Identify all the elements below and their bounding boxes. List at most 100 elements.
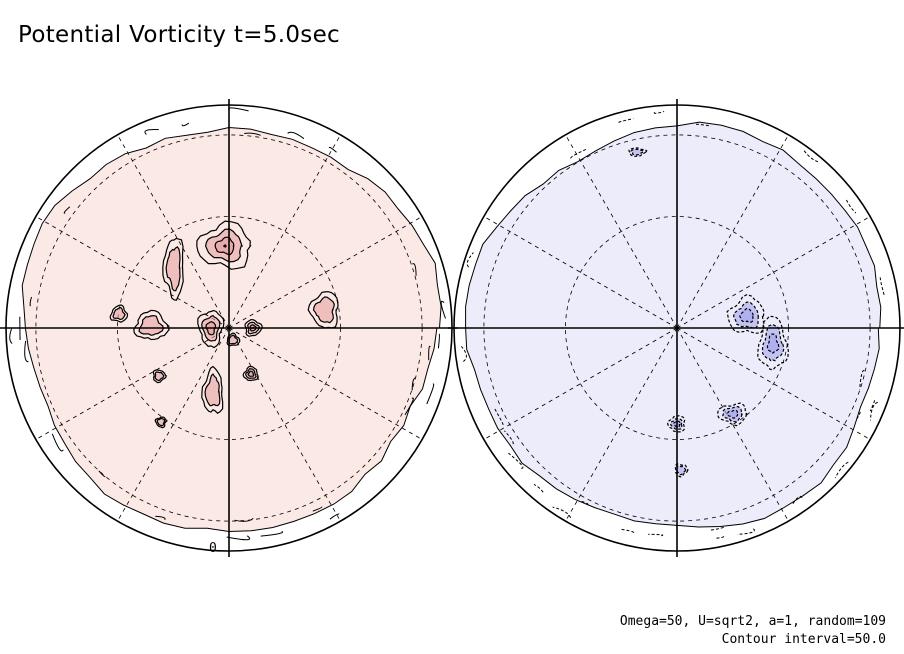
edge-filament	[328, 146, 337, 153]
meridian-240	[117, 134, 230, 329]
edge-filament	[181, 122, 190, 127]
meridian-330	[228, 216, 423, 329]
contour-feature	[739, 307, 754, 324]
panel-northern-hemisphere: 0	[0, 99, 458, 557]
contour-feature	[757, 315, 789, 371]
panel-southern-hemisphere	[448, 99, 904, 557]
edge-filament	[404, 397, 414, 416]
contour-feature	[156, 417, 166, 427]
edge-filament	[226, 535, 251, 541]
contour-feature	[766, 333, 780, 354]
edge-filament	[859, 369, 865, 390]
contour-feature	[226, 332, 241, 347]
chart-title: Potential Vorticity t=5.0sec	[18, 22, 340, 48]
edge-filament	[426, 383, 435, 405]
meridian-210	[35, 216, 230, 329]
meridian-150	[483, 327, 678, 440]
meridian-150	[35, 327, 230, 440]
meridian-30	[676, 327, 871, 440]
edge-filament	[533, 483, 544, 493]
edge-filament	[570, 148, 588, 159]
parameters-annotation: Omega=50, U=sqrt2, a=1, random=109	[619, 614, 886, 629]
shaded-region-negative	[465, 121, 882, 528]
contour-feature	[197, 309, 225, 349]
meridian-240	[565, 134, 678, 329]
edge-filament	[695, 123, 712, 127]
edge-filament	[493, 407, 504, 426]
contour-feature	[138, 314, 164, 336]
contour-feature	[726, 293, 765, 334]
edge-filament	[619, 528, 635, 534]
edge-filament	[618, 118, 634, 123]
edge-filament	[648, 533, 664, 537]
edge-filament	[98, 470, 106, 478]
edge-filament	[846, 199, 857, 214]
meridian-30	[228, 327, 423, 440]
edge-filament	[63, 206, 71, 214]
contour-feature	[152, 369, 168, 384]
contour-feature	[312, 296, 335, 324]
edge-filament	[144, 129, 159, 135]
contour-feature	[196, 220, 252, 270]
edge-filament	[709, 526, 724, 531]
edge-filament	[287, 131, 305, 140]
contour-feature	[630, 148, 644, 156]
contour-feature	[165, 246, 181, 292]
contour-feature	[667, 415, 686, 433]
contour-interval-annotation: Contour interval=50.0	[721, 632, 886, 647]
edge-filament	[411, 377, 416, 391]
contour-feature	[247, 370, 255, 377]
edge-filament	[737, 528, 755, 535]
edge-filament	[508, 452, 524, 469]
contour-feature	[201, 365, 224, 414]
meridian-330	[676, 216, 871, 329]
globe-boundary	[453, 104, 901, 552]
contour-feature	[133, 309, 171, 341]
contour-feature	[154, 371, 165, 382]
edge-filament	[461, 346, 467, 362]
contour-feature	[716, 402, 748, 427]
edge-filament	[9, 328, 13, 344]
edge-filament	[552, 506, 572, 519]
meridian-120	[565, 327, 678, 522]
edge-filament	[412, 263, 417, 276]
contour-feature	[204, 373, 221, 407]
contour-feature	[676, 465, 687, 476]
meridian-300	[228, 134, 341, 329]
edge-filament	[504, 430, 514, 445]
edge-filament	[51, 433, 64, 452]
edge-filament	[437, 333, 440, 349]
edge-filament	[834, 461, 849, 479]
edge-filament	[24, 340, 29, 363]
edge-filament	[466, 252, 474, 268]
edge-filament	[260, 530, 284, 537]
contour-feature	[244, 318, 264, 337]
edge-filament	[234, 517, 254, 522]
edge-filament	[244, 132, 261, 136]
edge-filament	[312, 506, 323, 512]
meridian-60	[228, 327, 341, 522]
edge-filament	[791, 495, 803, 505]
contour-feature	[162, 237, 184, 301]
zero-contour-label: 0	[209, 541, 217, 556]
meridian-120	[117, 327, 230, 522]
edge-filament	[856, 411, 861, 420]
edge-filament	[653, 111, 665, 114]
edge-filament	[440, 300, 446, 319]
edge-filament	[329, 513, 340, 520]
edge-filament	[228, 107, 249, 112]
edge-filament	[155, 515, 166, 521]
edge-filament	[879, 277, 885, 296]
contour-feature	[726, 409, 740, 419]
meridian-300	[676, 134, 789, 329]
contour-feature	[674, 463, 689, 478]
edge-filament	[870, 401, 879, 421]
contour-feature	[628, 147, 648, 157]
contour-feature	[223, 244, 227, 248]
edge-filament	[29, 296, 33, 307]
edge-filament	[869, 400, 876, 412]
contour-feature	[154, 416, 168, 429]
meridian-210	[483, 216, 678, 329]
edge-filament	[803, 150, 820, 163]
